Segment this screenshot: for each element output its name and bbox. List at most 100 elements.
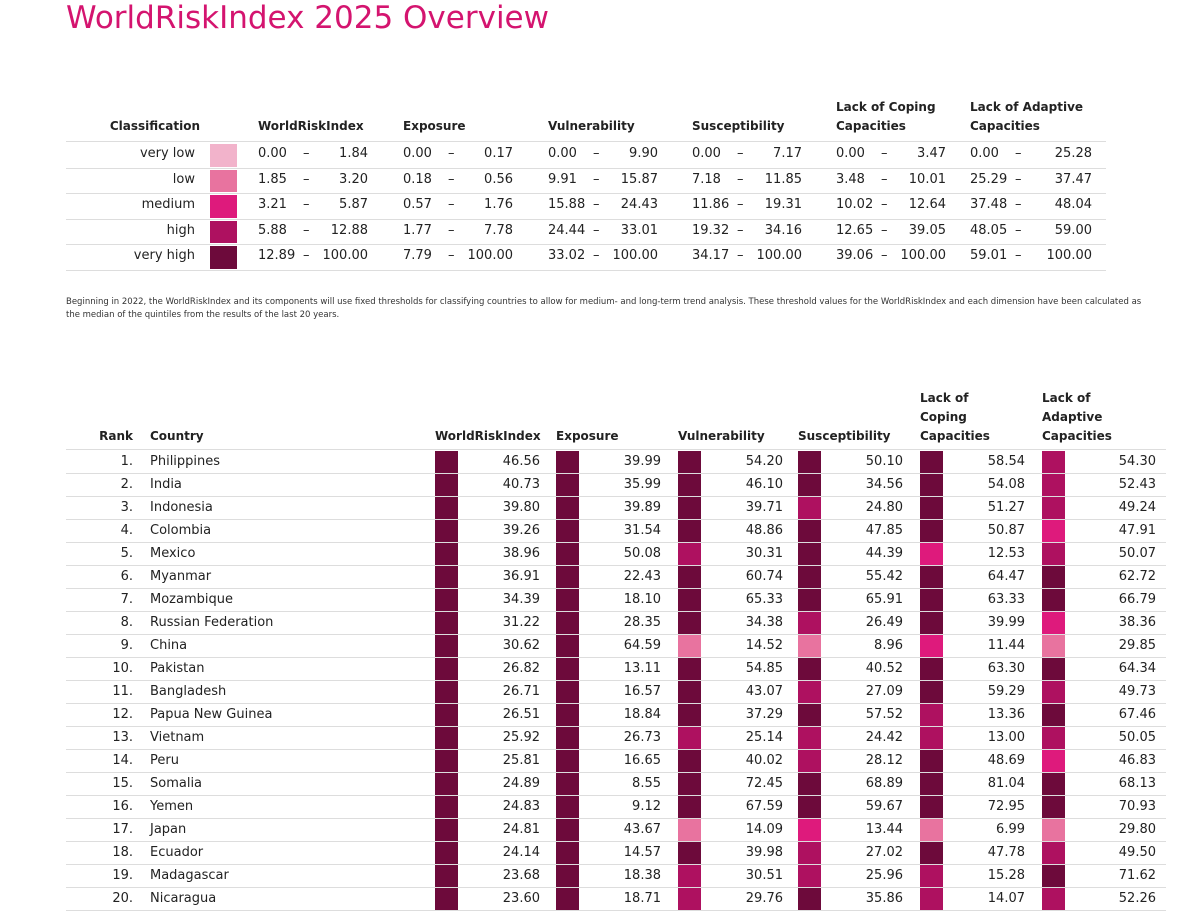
rank: 15. [112, 776, 133, 791]
value: 34.38 [745, 615, 783, 630]
value: 24.42 [865, 730, 903, 745]
header-cell: Lack of Adaptive Capacities [970, 100, 1084, 133]
header-cell: Susceptibility [692, 119, 785, 133]
value: 47.85 [865, 523, 903, 538]
range-low: 9.91 [548, 171, 577, 187]
range-low: 3.48 [836, 171, 865, 187]
value: 49.50 [1118, 845, 1156, 860]
range-low: 7.79 [403, 248, 432, 263]
range-low: 15.88 [548, 197, 586, 212]
class-swatch [435, 819, 458, 842]
class-swatch [678, 750, 701, 773]
header-cell: Classification [109, 119, 200, 133]
class-swatch [1042, 773, 1065, 796]
range-high: 19.31 [764, 197, 802, 212]
value: 47.91 [1118, 523, 1156, 538]
value: 18.38 [623, 868, 661, 883]
class-swatch [1042, 474, 1065, 497]
class-swatch [556, 451, 579, 474]
value: 49.24 [1118, 500, 1156, 515]
rank: 9. [120, 638, 133, 653]
header-cell: Lack of Coping Capacities [920, 391, 990, 443]
class-swatch [435, 566, 458, 589]
header-cell: Country [150, 429, 204, 443]
header-cell: Susceptibility [798, 429, 891, 443]
class-swatch [1042, 566, 1065, 589]
value: 68.13 [1118, 776, 1156, 791]
rank: 10. [112, 661, 133, 676]
class-swatch [798, 474, 821, 497]
header-cell: Vulnerability [548, 119, 635, 133]
class-swatch [556, 543, 579, 566]
country: Colombia [150, 523, 212, 538]
class-swatch [798, 589, 821, 612]
rank: 11. [112, 684, 133, 699]
value: 48.69 [987, 753, 1025, 768]
class-swatch [435, 635, 458, 658]
range-high: 1.84 [339, 146, 368, 161]
range-high: 34.16 [764, 222, 802, 238]
value: 60.74 [745, 569, 783, 584]
value: 54.30 [1118, 454, 1156, 469]
class-swatch [798, 520, 821, 543]
range-low: 1.77 [403, 222, 432, 238]
class-swatch [435, 520, 458, 543]
class-swatch [435, 750, 458, 773]
value: 63.30 [987, 661, 1025, 676]
range-sep: – [448, 171, 455, 187]
class-swatch [678, 681, 701, 704]
range-sep: – [881, 171, 888, 187]
range-low: 24.44 [548, 222, 586, 238]
class-swatch [678, 474, 701, 497]
class-swatch [920, 497, 943, 520]
class-swatch [678, 727, 701, 750]
range-low: 37.48 [970, 197, 1008, 212]
range-low: 0.18 [403, 171, 432, 187]
value: 24.80 [865, 500, 903, 515]
class-swatch [798, 658, 821, 681]
value: 44.39 [865, 546, 903, 561]
value: 64.59 [623, 638, 661, 653]
rank: 17. [112, 822, 133, 837]
value: 14.57 [623, 845, 661, 860]
header-cell: Rank [99, 429, 133, 443]
class-swatch [556, 635, 579, 658]
class-swatch [678, 842, 701, 865]
class-swatch [1042, 796, 1065, 819]
class-swatch [798, 497, 821, 520]
range-sep: – [737, 171, 744, 187]
country: Yemen [150, 799, 194, 814]
class-swatch [678, 635, 701, 658]
value: 26.51 [502, 707, 540, 722]
class-swatch [798, 750, 821, 773]
range-high: 1.76 [484, 197, 513, 212]
rule [66, 449, 1166, 450]
class-swatch [435, 589, 458, 612]
range-sep: – [1015, 171, 1022, 187]
range-sep: – [881, 197, 888, 212]
class-swatch [678, 773, 701, 796]
value: 16.65 [623, 753, 661, 768]
country: Philippines [150, 454, 221, 469]
class-swatch [678, 704, 701, 727]
country: Papua New Guinea [150, 707, 273, 722]
range-low: 48.05 [970, 222, 1008, 238]
value: 12.53 [987, 546, 1025, 561]
class-swatch [556, 658, 579, 681]
class-swatch [798, 635, 821, 658]
range-high: 24.43 [620, 197, 658, 212]
value: 43.07 [745, 684, 783, 699]
range-sep: – [593, 248, 600, 263]
class-swatch [678, 589, 701, 612]
rank: 13. [112, 730, 133, 745]
range-sep: – [737, 197, 744, 212]
class-swatch [556, 865, 579, 888]
value: 50.07 [1118, 546, 1156, 561]
rule [66, 269, 1106, 271]
rule [66, 657, 1166, 658]
value: 24.14 [502, 845, 540, 860]
class-swatch [556, 727, 579, 750]
range-low: 0.00 [692, 146, 721, 161]
rule [66, 141, 1106, 142]
